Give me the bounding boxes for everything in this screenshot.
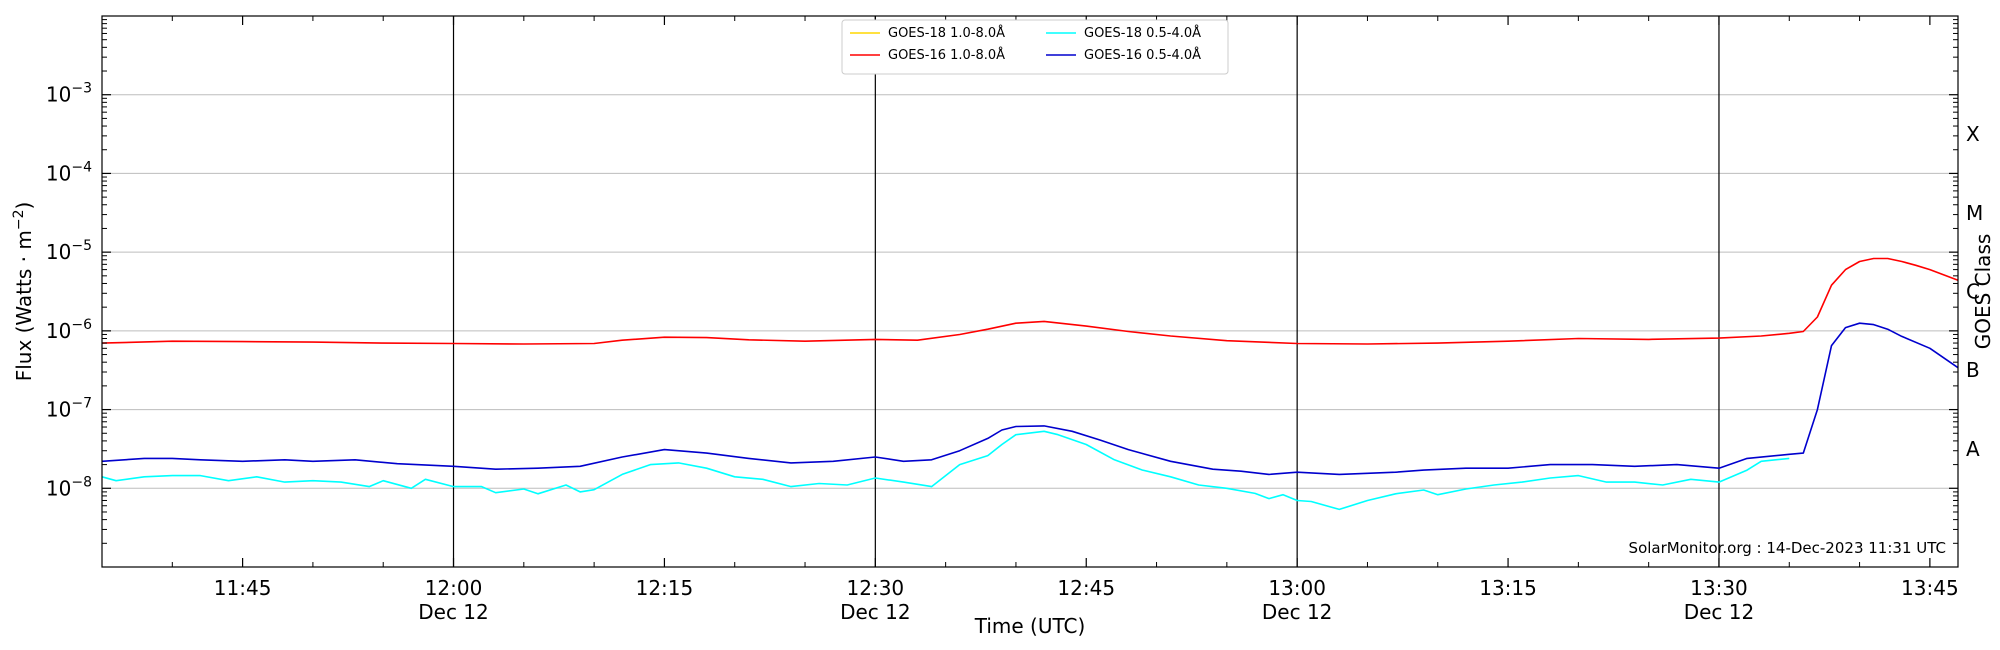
y-tick-label: 10−7 [46,396,92,422]
y-tick-label: 10−5 [46,238,92,264]
y-tick-label: 10−6 [46,317,92,343]
goes-class-label: A [1966,437,1980,461]
y-axis-label-close: ) [12,202,36,210]
legend: GOES-18 1.0-8.0Å GOES-16 1.0-8.0Å GOES-18 … [841,19,1229,75]
y-axis-label: Flux (Watts · m−2) [11,202,36,382]
series-layer [101,257,1959,511]
legend-label: GOES-16 0.5-4.0Å [1084,47,1201,63]
x-tick-date-label: Dec 12 [1262,600,1333,624]
y-tick-label: 10−3 [46,81,92,107]
legend-box [841,19,1229,75]
plot-frame [101,15,1959,568]
x-tick-label: 13:45 [1901,576,1959,600]
x-tick-label: 13:00 [1268,576,1326,600]
x-tick-label: 12:30 [847,576,905,600]
x-tick-label: 11:45 [214,576,272,600]
goes-class-label: C [1966,280,1980,304]
legend-label: GOES-18 0.5-4.0Å [1084,25,1201,41]
series-line [101,257,1959,345]
x-tick-label: 12:00 [425,576,483,600]
legend-label: GOES-18 1.0-8.0Å [888,25,1005,41]
x-tick-label: 12:45 [1057,576,1115,600]
footer-credit: SolarMonitor.org : 14-Dec-2023 11:31 UTC [1629,539,1946,557]
x-tick-date-label: Dec 12 [1684,600,1755,624]
goes-class-label: M [1966,201,1983,225]
grid-layer [102,94,1958,489]
x-tick-label: 13:30 [1690,576,1748,600]
legend-label: GOES-16 1.0-8.0Å [888,47,1005,63]
x-tick-date-label: Dec 12 [418,600,489,624]
series-line [101,430,1790,511]
vertical-lines-layer [452,16,1720,567]
tick-layer [101,16,1958,567]
y-tick-label: 10−8 [46,474,92,500]
goes-class-label: B [1966,358,1980,382]
x-axis-label: Time (UTC) [974,614,1086,638]
y-axis-label-exponent: −2 [11,210,27,231]
goes-class-axis-label: GOES Class [1971,234,1995,350]
x-tick-label: 12:15 [636,576,694,600]
goes-class-label: X [1966,122,1980,146]
x-tick-label: 13:15 [1479,576,1537,600]
y-tick-label: 10−4 [46,159,92,185]
x-tick-date-label: Dec 12 [840,600,911,624]
series-line [101,322,1959,476]
y-axis-label-main: Flux (Watts · m [12,230,36,381]
